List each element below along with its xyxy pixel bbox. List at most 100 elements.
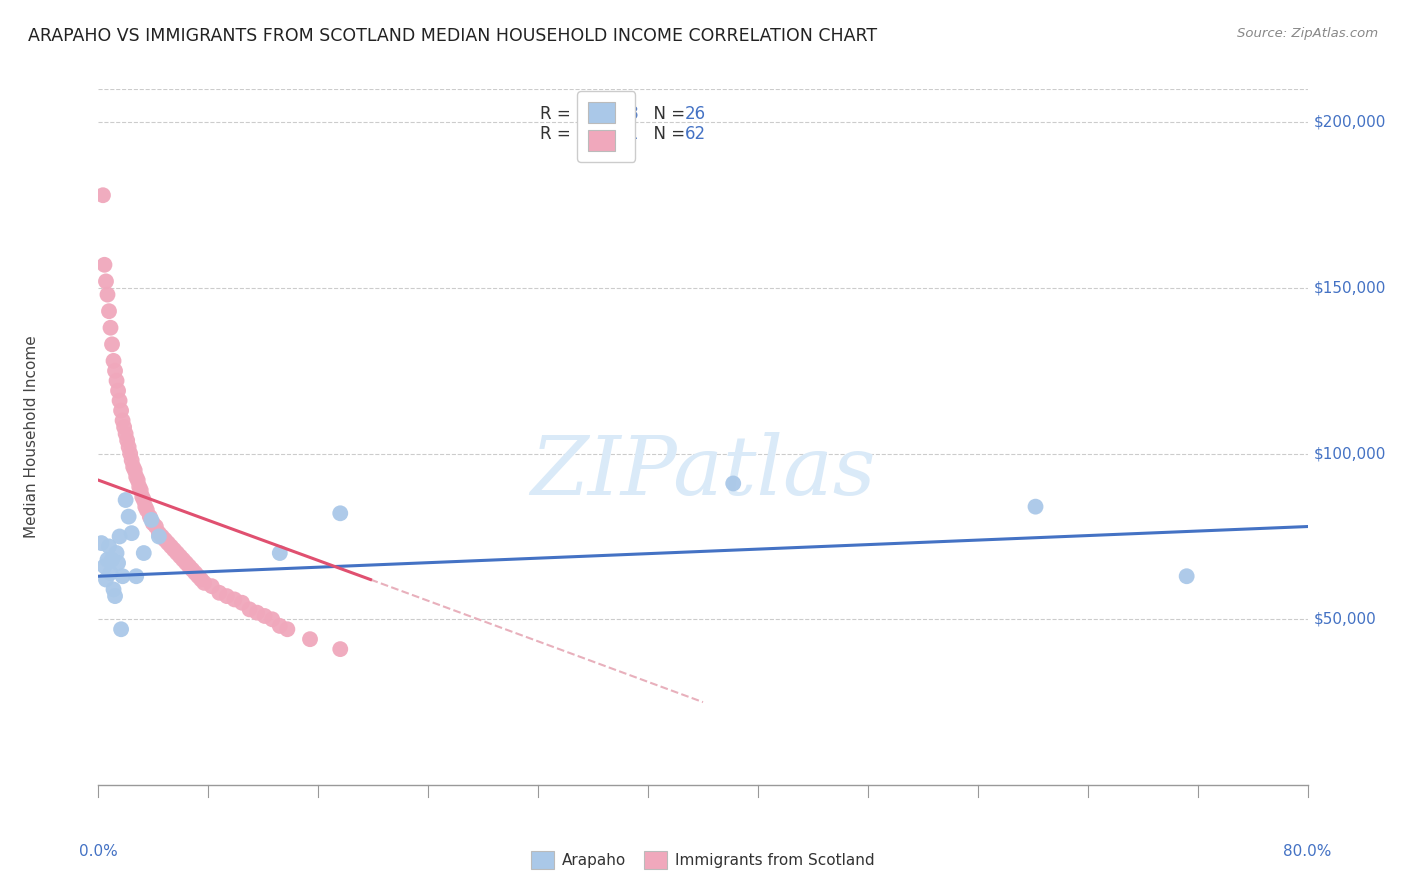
Point	[111, 413, 134, 427]
Text: $200,000: $200,000	[1313, 115, 1386, 130]
Point	[98, 304, 121, 318]
Point	[145, 519, 167, 533]
Point	[160, 540, 183, 554]
Point	[101, 552, 124, 566]
Text: $100,000: $100,000	[1313, 446, 1386, 461]
Text: N =: N =	[643, 126, 690, 144]
Point	[110, 403, 132, 417]
Point	[215, 589, 238, 603]
Point	[174, 556, 197, 570]
Point	[93, 258, 115, 272]
Point	[111, 569, 134, 583]
Point	[96, 552, 118, 566]
Point	[110, 622, 132, 636]
Point	[124, 463, 146, 477]
Point	[299, 632, 322, 647]
Point	[153, 533, 176, 547]
Point	[184, 566, 207, 580]
Point	[108, 529, 131, 543]
Point	[276, 622, 298, 636]
Point	[107, 556, 129, 570]
Point	[94, 573, 117, 587]
Point	[193, 575, 215, 590]
Point	[187, 569, 209, 583]
Point	[100, 566, 122, 580]
Point	[181, 563, 204, 577]
Point	[125, 569, 148, 583]
Point	[114, 493, 136, 508]
Point	[156, 536, 179, 550]
Point	[118, 509, 141, 524]
Point	[172, 552, 194, 566]
Text: 0.168: 0.168	[586, 104, 638, 122]
Point	[121, 526, 143, 541]
Point	[114, 426, 136, 441]
Point	[118, 440, 141, 454]
Point	[127, 473, 149, 487]
Point	[128, 480, 150, 494]
Point	[103, 582, 125, 597]
Text: R =: R =	[540, 104, 576, 122]
Point	[148, 529, 170, 543]
Point	[101, 337, 124, 351]
Text: ZIPatlas: ZIPatlas	[530, 432, 876, 512]
Point	[139, 509, 162, 524]
Legend: Arapaho, Immigrants from Scotland: Arapaho, Immigrants from Scotland	[526, 845, 880, 875]
Point	[98, 540, 121, 554]
Point	[246, 606, 269, 620]
Point	[105, 374, 128, 388]
Point	[100, 320, 122, 334]
Point	[190, 573, 212, 587]
Point	[108, 393, 131, 408]
Point	[91, 188, 114, 202]
Point	[115, 434, 138, 448]
Point	[721, 476, 744, 491]
Text: 26: 26	[685, 104, 706, 122]
Point	[150, 529, 173, 543]
Text: $150,000: $150,000	[1313, 280, 1386, 295]
Point	[132, 493, 155, 508]
Point	[1024, 500, 1046, 514]
Point	[269, 619, 291, 633]
Text: -0.341: -0.341	[586, 126, 640, 144]
Point	[122, 459, 145, 474]
Text: Median Household Income: Median Household Income	[24, 335, 39, 539]
Point	[121, 453, 143, 467]
Text: 62: 62	[685, 126, 706, 144]
Point	[134, 500, 156, 514]
Point	[208, 586, 231, 600]
Point	[329, 642, 352, 657]
Point	[148, 526, 170, 541]
Point	[104, 364, 127, 378]
Point	[231, 596, 253, 610]
Text: N =: N =	[643, 104, 690, 122]
Text: 80.0%: 80.0%	[1284, 844, 1331, 859]
Point	[169, 549, 191, 564]
Point	[239, 602, 262, 616]
Point	[94, 274, 117, 288]
Point	[142, 516, 165, 531]
Point	[253, 609, 276, 624]
Text: Source: ZipAtlas.com: Source: ZipAtlas.com	[1237, 27, 1378, 40]
Point	[132, 546, 155, 560]
Point	[135, 503, 157, 517]
Point	[329, 506, 352, 520]
Point	[125, 470, 148, 484]
Point	[103, 354, 125, 368]
Text: ARAPAHO VS IMMIGRANTS FROM SCOTLAND MEDIAN HOUSEHOLD INCOME CORRELATION CHART: ARAPAHO VS IMMIGRANTS FROM SCOTLAND MEDI…	[28, 27, 877, 45]
Point	[112, 420, 135, 434]
Text: 0.0%: 0.0%	[79, 844, 118, 859]
Text: R =: R =	[540, 126, 576, 144]
Point	[224, 592, 246, 607]
Point	[201, 579, 224, 593]
Point	[104, 589, 127, 603]
Point	[96, 287, 118, 301]
Point	[120, 447, 142, 461]
Point	[177, 559, 201, 574]
Point	[93, 559, 115, 574]
Point	[166, 546, 188, 560]
Point	[90, 536, 112, 550]
Point	[131, 490, 153, 504]
Point	[269, 546, 291, 560]
Point	[129, 483, 152, 497]
